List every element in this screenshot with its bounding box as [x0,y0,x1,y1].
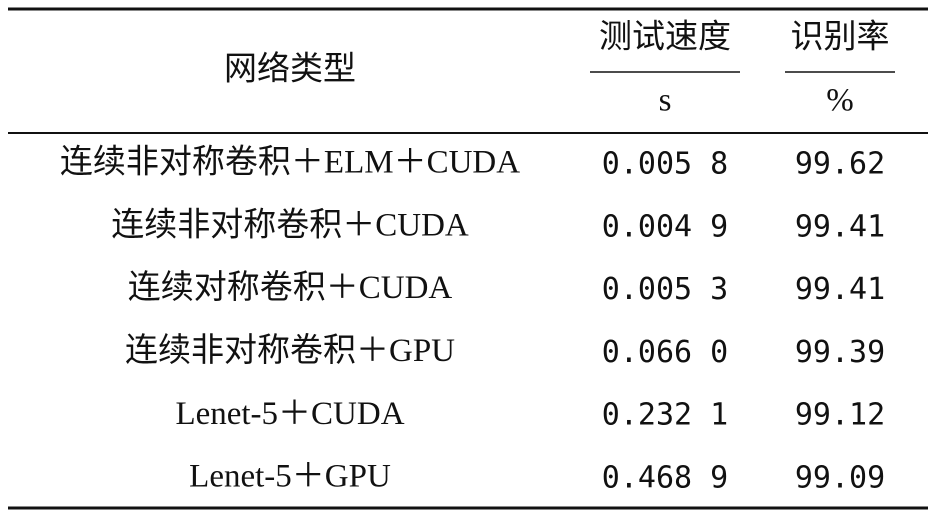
header-type: 网络类型 [224,51,356,88]
cell-speed: 0.232 1 [602,398,728,433]
cell-type: Lenet-5＋GPU [189,459,391,495]
cell-accuracy: 99.62 [795,147,885,182]
cell-type: 连续非对称卷积＋GPU [125,332,455,369]
cell-speed: 0.066 0 [602,335,728,370]
header-speed: 测试速度 [599,19,731,56]
header-accuracy: 识别率 [791,19,890,56]
header-accuracy-unit: % [826,83,854,119]
cell-accuracy: 99.09 [795,461,885,496]
cell-accuracy: 99.41 [795,272,885,307]
cell-speed: 0.005 3 [602,272,728,307]
cell-speed: 0.468 9 [602,461,728,496]
cell-accuracy: 99.39 [795,335,885,370]
cell-type: 连续非对称卷积＋ELM＋CUDA [60,144,520,181]
cell-speed: 0.004 9 [602,209,728,244]
cell-speed: 0.005 8 [602,147,728,182]
cell-accuracy: 99.12 [795,398,885,433]
cell-type: 连续对称卷积＋CUDA [128,269,453,306]
cell-type: Lenet-5＋CUDA [175,396,404,432]
header-speed-unit: s [659,83,672,119]
cell-accuracy: 99.41 [795,209,885,244]
cell-type: 连续非对称卷积＋CUDA [111,206,469,243]
